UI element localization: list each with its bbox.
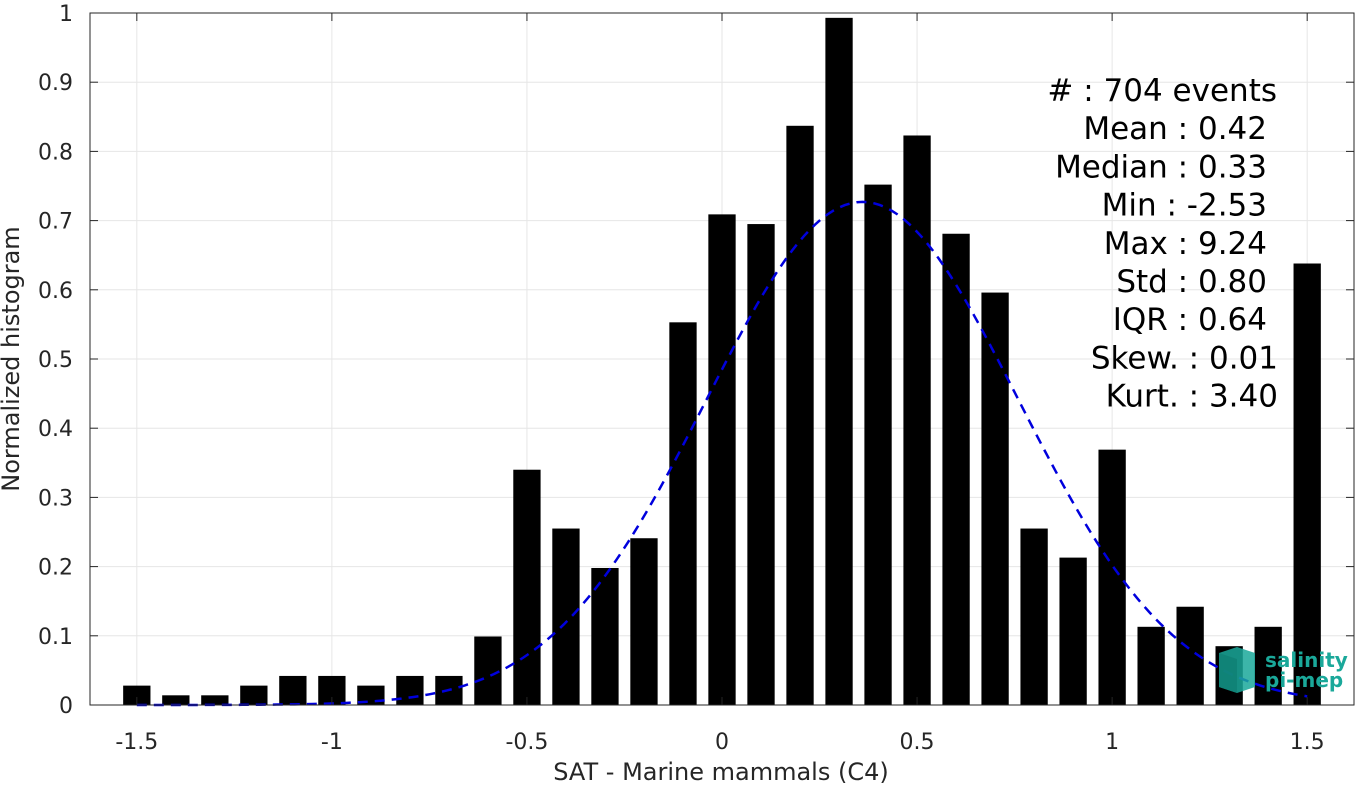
x-tick-label: 0.5 (900, 730, 935, 755)
x-tick-label: 1.5 (1290, 730, 1325, 755)
histogram-bar (747, 224, 775, 705)
x-tick-label: -1 (321, 730, 343, 755)
y-tick-label: 0.2 (38, 556, 73, 581)
stat-line: Std : 0.80 (1116, 264, 1267, 300)
histogram-bar (825, 17, 853, 706)
histogram-bar (708, 214, 736, 705)
histogram-bar (1293, 263, 1321, 705)
histogram-bar (552, 528, 580, 705)
x-tick-label: -1.5 (115, 730, 158, 755)
y-tick-label: 0.9 (38, 71, 73, 96)
histogram-bars (123, 17, 1321, 706)
x-tick-label: 1 (1105, 730, 1119, 755)
stat-line: Max : 9.24 (1104, 226, 1267, 262)
histogram-bar (864, 184, 892, 706)
stat-line: Median : 0.33 (1055, 149, 1267, 185)
histogram-bar (396, 675, 424, 705)
histogram-bar (942, 233, 970, 706)
histogram-bar (786, 125, 814, 705)
histogram-bar (591, 567, 619, 705)
histogram-bar (1254, 626, 1282, 705)
axis-ticks: -1.5 -1 -0.5 0 0.5 1 1.5 0 0.1 0.2 0.3 0.4 0.5 0.6 0.7… (38, 2, 1354, 755)
logo-line2: pi-mep (1265, 668, 1343, 692)
y-tick-label: 0.1 (38, 625, 73, 650)
y-tick-label: 0.7 (38, 210, 73, 235)
stat-line: Min : -2.53 (1102, 188, 1267, 224)
histogram-bar (669, 322, 697, 705)
logo-line1: salinity (1265, 648, 1348, 672)
histogram-bar (630, 538, 658, 705)
stat-line: IQR : 0.64 (1113, 302, 1267, 338)
histogram-bar (513, 469, 541, 705)
histogram-bar (123, 685, 151, 705)
x-tick-label: 0 (715, 730, 729, 755)
salinity-pi-mep-logo: salinity pi-mep (1219, 647, 1348, 693)
x-tick-label: -0.5 (505, 730, 548, 755)
histogram-bar (474, 636, 502, 705)
y-tick-label: 0.8 (38, 140, 73, 165)
histogram-bar (162, 695, 190, 705)
histogram-bar (201, 695, 229, 705)
stat-line: Kurt. : 3.40 (1106, 379, 1278, 415)
histogram-bar (1020, 528, 1048, 705)
y-tick-label: 0 (59, 694, 73, 719)
y-tick-label: 0.3 (38, 486, 73, 511)
histogram-bar (1098, 449, 1126, 705)
stat-line: # : 704 events (1047, 73, 1277, 109)
histogram-bar (279, 675, 307, 705)
y-tick-label: 1 (59, 2, 73, 27)
logo-cube-face-icon (1219, 653, 1237, 693)
y-axis-title: Normalized histogram (0, 226, 25, 491)
y-tick-label: 0.4 (38, 417, 73, 442)
x-axis-title: SAT - Marine mammals (C4) (553, 758, 888, 785)
y-tick-label: 0.5 (38, 348, 73, 373)
stat-line: Mean : 0.42 (1083, 111, 1267, 147)
histogram-bar (1059, 557, 1087, 705)
stat-line: Skew. : 0.01 (1091, 340, 1278, 376)
y-tick-label: 0.6 (38, 279, 73, 304)
histogram-bar (240, 685, 268, 705)
histogram-bar (1137, 626, 1165, 705)
histogram-bar (981, 292, 1009, 705)
